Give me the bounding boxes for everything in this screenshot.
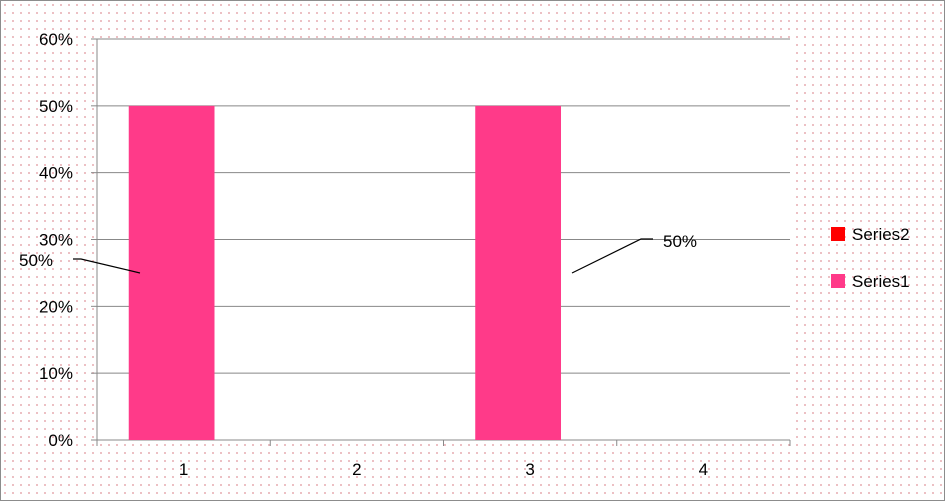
- x-tick-label: 1: [179, 460, 188, 479]
- x-tick-label: 2: [352, 460, 361, 479]
- bars: [128, 105, 562, 440]
- data-labels: 50% 50%: [19, 232, 697, 274]
- legend-label: Series2: [852, 225, 910, 244]
- y-tick-label: 50%: [39, 97, 73, 116]
- y-tick-label: 40%: [39, 164, 73, 183]
- leader-line: [571, 238, 653, 274]
- y-tick-label: 60%: [39, 30, 73, 49]
- y-tick-label: 10%: [39, 364, 73, 383]
- y-tick-label: 0%: [48, 431, 73, 450]
- data-label: 50%: [19, 251, 53, 270]
- bar: [475, 105, 562, 440]
- legend-swatch: [831, 274, 845, 288]
- leader-line: [73, 258, 141, 274]
- bar: [128, 105, 215, 440]
- legend: Series2 Series1: [831, 225, 910, 291]
- y-tick-label: 20%: [39, 297, 73, 316]
- x-tick-label: 4: [699, 460, 708, 479]
- y-tick-label: 30%: [39, 231, 73, 250]
- x-tick-label: 3: [525, 460, 534, 479]
- data-label: 50%: [663, 232, 697, 251]
- legend-label: Series1: [852, 272, 910, 291]
- legend-swatch: [831, 227, 845, 241]
